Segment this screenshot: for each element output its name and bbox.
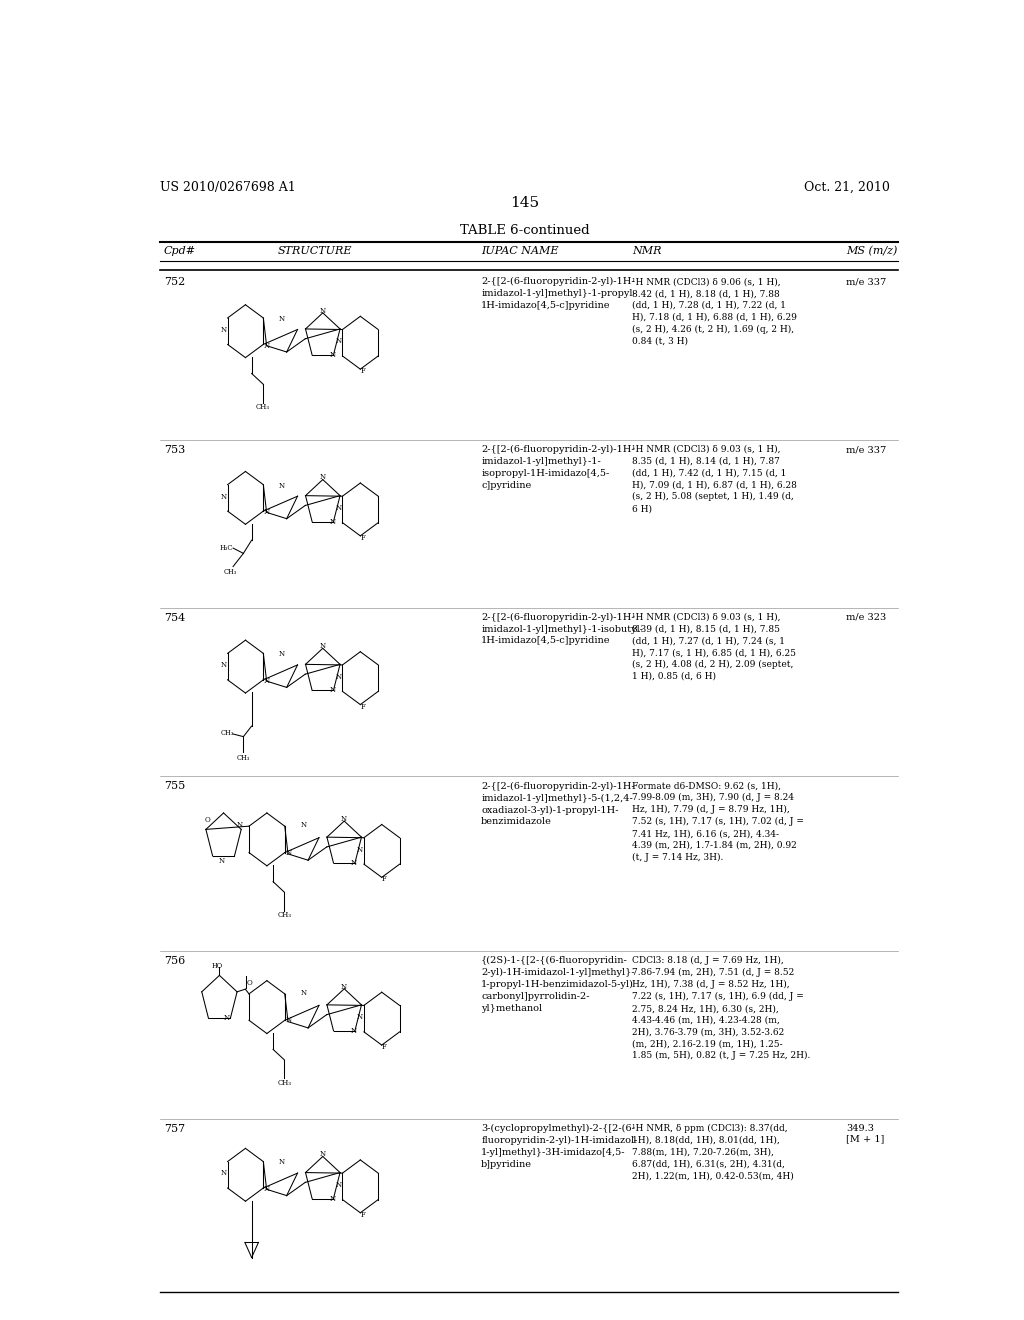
Text: m/e 323: m/e 323 xyxy=(846,612,887,622)
Text: CDCl3: 8.18 (d, J = 7.69 Hz, 1H),
7.86-7.94 (m, 2H), 7.51 (d, J = 8.52
Hz, 1H), : CDCl3: 8.18 (d, J = 7.69 Hz, 1H), 7.86-7… xyxy=(632,956,810,1060)
Text: CH₃: CH₃ xyxy=(223,569,237,577)
Text: N: N xyxy=(279,1159,285,1167)
Text: N: N xyxy=(319,306,326,314)
Text: O: O xyxy=(205,816,211,824)
Text: N: N xyxy=(263,342,269,350)
Text: N: N xyxy=(286,849,292,857)
Text: N: N xyxy=(319,474,326,482)
Text: N: N xyxy=(221,492,227,500)
Text: 2-{[2-(6-fluoropyridin-2-yl)-1H-
imidazol-1-yl]methyl}-1-isobutyl-
1H-imidazo[4,: 2-{[2-(6-fluoropyridin-2-yl)-1H- imidazo… xyxy=(481,612,643,645)
Text: 752: 752 xyxy=(164,277,185,288)
Text: N: N xyxy=(263,508,269,516)
Text: N: N xyxy=(351,1027,357,1035)
Text: N: N xyxy=(330,351,336,359)
Text: N: N xyxy=(319,642,326,651)
Text: N: N xyxy=(330,686,336,694)
Text: N: N xyxy=(263,1185,269,1193)
Text: CH₃: CH₃ xyxy=(278,912,292,920)
Text: m/e 337: m/e 337 xyxy=(846,445,887,454)
Text: N: N xyxy=(357,846,364,854)
Text: 3-(cyclopropylmethyl)-2-{[2-(6-
fluoropyridin-2-yl)-1H-imidazol-
1-yl]methyl}-3H: 3-(cyclopropylmethyl)-2-{[2-(6- fluoropy… xyxy=(481,1125,638,1168)
Text: 349.3
[M + 1]: 349.3 [M + 1] xyxy=(846,1125,885,1143)
Text: m/e 337: m/e 337 xyxy=(846,277,887,286)
Text: ¹H NMR, δ ppm (CDCl3): 8.37(dd,
1H), 8.18(dd, 1H), 8.01(dd, 1H),
7.88(m, 1H), 7.: ¹H NMR, δ ppm (CDCl3): 8.37(dd, 1H), 8.1… xyxy=(632,1125,794,1180)
Text: {(2S)-1-{[2-{(6-fluoropyridin-
2-yl)-1H-imidazol-1-yl]methyl}-
1-propyl-1H-benzi: {(2S)-1-{[2-{(6-fluoropyridin- 2-yl)-1H-… xyxy=(481,956,635,1012)
Text: 2-{[2-(6-fluoropyridin-2-yl)-1H-
imidazol-1-yl]methyl}-5-(1,2,4-
oxadiazol-3-yl): 2-{[2-(6-fluoropyridin-2-yl)-1H- imidazo… xyxy=(481,781,635,826)
Text: N: N xyxy=(300,821,306,829)
Text: F: F xyxy=(360,367,366,375)
Text: N: N xyxy=(219,857,224,865)
Text: ¹H NMR (CDCl3) δ 9.03 (s, 1 H),
8.39 (d, 1 H), 8.15 (d, 1 H), 7.85
(dd, 1 H), 7.: ¹H NMR (CDCl3) δ 9.03 (s, 1 H), 8.39 (d,… xyxy=(632,612,796,681)
Text: O: O xyxy=(247,978,253,986)
Text: 756: 756 xyxy=(164,956,185,966)
Text: N: N xyxy=(300,989,306,997)
Text: N: N xyxy=(336,338,342,346)
Text: Formate d6-DMSO: 9.62 (s, 1H),
7.99-8.09 (m, 3H), 7.90 (d, J = 8.24
Hz, 1H), 7.7: Formate d6-DMSO: 9.62 (s, 1H), 7.99-8.09… xyxy=(632,781,804,862)
Text: H₃C: H₃C xyxy=(219,544,232,552)
Text: Cpd#: Cpd# xyxy=(164,246,196,256)
Text: F: F xyxy=(360,1210,366,1218)
Text: N: N xyxy=(279,482,285,490)
Text: IUPAC NAME: IUPAC NAME xyxy=(481,246,559,256)
Text: N: N xyxy=(336,504,342,512)
Text: N: N xyxy=(341,814,347,822)
Text: N: N xyxy=(237,821,243,829)
Text: HO: HO xyxy=(212,962,223,970)
Text: F: F xyxy=(360,535,366,543)
Text: F: F xyxy=(382,875,387,883)
Text: 757: 757 xyxy=(164,1125,185,1134)
Text: 755: 755 xyxy=(164,781,185,792)
Text: 753: 753 xyxy=(164,445,185,455)
Text: NMR: NMR xyxy=(632,246,662,256)
Text: N: N xyxy=(330,517,336,525)
Text: 2-{[2-(6-fluoropyridin-2-yl)-1H-
imidazol-1-yl]methyl}-1-
isopropyl-1H-imidazo[4: 2-{[2-(6-fluoropyridin-2-yl)-1H- imidazo… xyxy=(481,445,635,490)
Text: 2-{[2-(6-fluoropyridin-2-yl)-1H-
imidazol-1-yl]methyl}-1-propyl-
1H-imidazo[4,5-: 2-{[2-(6-fluoropyridin-2-yl)-1H- imidazo… xyxy=(481,277,636,310)
Text: N: N xyxy=(341,982,347,991)
Text: MS (m/z): MS (m/z) xyxy=(846,246,898,256)
Text: US 2010/0267698 A1: US 2010/0267698 A1 xyxy=(160,181,296,194)
Text: N: N xyxy=(357,1014,364,1022)
Text: 145: 145 xyxy=(510,195,540,210)
Text: N: N xyxy=(330,1195,336,1203)
Text: N: N xyxy=(279,651,285,659)
Text: N: N xyxy=(336,1181,342,1189)
Text: N: N xyxy=(336,673,342,681)
Text: N: N xyxy=(319,1150,326,1159)
Text: N: N xyxy=(279,315,285,323)
Text: N: N xyxy=(224,1014,230,1023)
Text: N: N xyxy=(221,326,227,334)
Text: CH₃: CH₃ xyxy=(278,1080,292,1088)
Text: CH₃: CH₃ xyxy=(237,754,250,762)
Text: STRUCTURE: STRUCTURE xyxy=(278,246,352,256)
Text: F: F xyxy=(360,702,366,710)
Text: N: N xyxy=(263,677,269,685)
Text: ¹H NMR (CDCl3) δ 9.03 (s, 1 H),
8.35 (d, 1 H), 8.14 (d, 1 H), 7.87
(dd, 1 H), 7.: ¹H NMR (CDCl3) δ 9.03 (s, 1 H), 8.35 (d,… xyxy=(632,445,797,513)
Text: 754: 754 xyxy=(164,612,185,623)
Text: Oct. 21, 2010: Oct. 21, 2010 xyxy=(804,181,890,194)
Text: N: N xyxy=(221,1170,227,1177)
Text: CH₃: CH₃ xyxy=(220,729,233,737)
Text: N: N xyxy=(286,1016,292,1024)
Text: ¹H NMR (CDCl3) δ 9.06 (s, 1 H),
8.42 (d, 1 H), 8.18 (d, 1 H), 7.88
(dd, 1 H), 7.: ¹H NMR (CDCl3) δ 9.06 (s, 1 H), 8.42 (d,… xyxy=(632,277,797,346)
Text: CH₃: CH₃ xyxy=(256,404,270,412)
Text: N: N xyxy=(351,859,357,867)
Text: F: F xyxy=(382,1043,387,1051)
Text: N: N xyxy=(221,661,227,669)
Text: TABLE 6-continued: TABLE 6-continued xyxy=(460,224,590,238)
